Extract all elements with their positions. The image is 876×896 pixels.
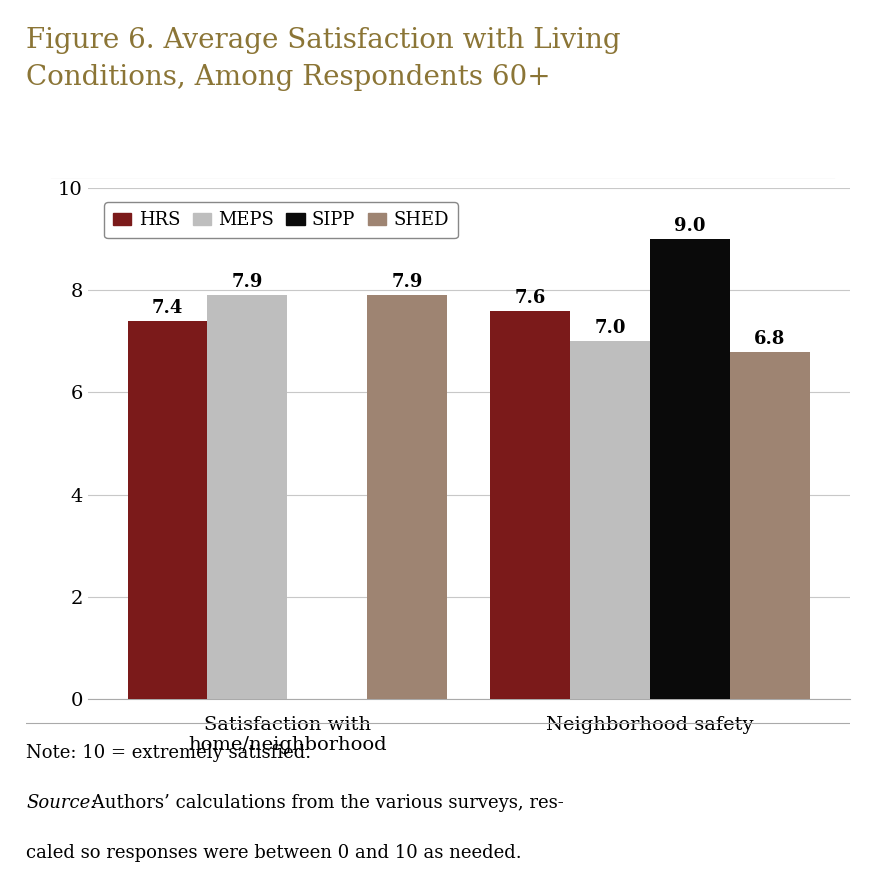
Bar: [730, 351, 809, 699]
Legend: HRS, MEPS, SIPP, SHED: HRS, MEPS, SIPP, SHED: [104, 202, 457, 238]
Bar: [570, 341, 650, 699]
Text: Note: 10 = extremely satisfied.: Note: 10 = extremely satisfied.: [26, 745, 311, 762]
Bar: [367, 296, 447, 699]
Text: 7.9: 7.9: [392, 273, 422, 291]
Text: 7.9: 7.9: [231, 273, 263, 291]
Text: 9.0: 9.0: [675, 217, 706, 235]
Text: 7.6: 7.6: [515, 289, 546, 306]
Bar: [128, 321, 208, 699]
Text: caled so responses were between 0 and 10 as needed.: caled so responses were between 0 and 10…: [26, 844, 522, 862]
Text: Source:: Source:: [26, 794, 96, 812]
Bar: [650, 239, 730, 699]
Text: Authors’ calculations from the various surveys, res-: Authors’ calculations from the various s…: [86, 794, 563, 812]
Text: Figure 6. Average Satisfaction with Living
Conditions, Among Respondents 60+: Figure 6. Average Satisfaction with Livi…: [26, 27, 621, 91]
Text: 6.8: 6.8: [754, 330, 786, 348]
Bar: [491, 311, 570, 699]
Bar: [208, 296, 287, 699]
Text: 7.4: 7.4: [152, 299, 183, 317]
Text: 7.0: 7.0: [595, 319, 626, 337]
